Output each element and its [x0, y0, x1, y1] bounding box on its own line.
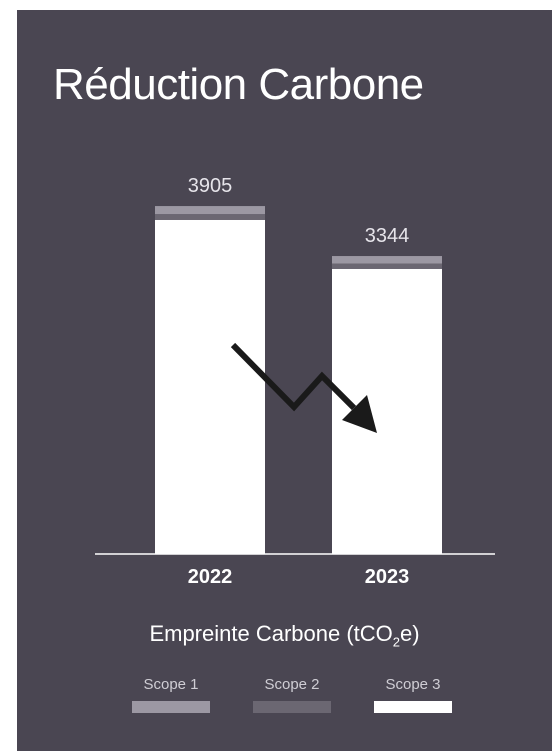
category-label-2022: 2022: [188, 566, 233, 588]
legend-title-end: e): [400, 621, 420, 646]
legend-item-scope1: Scope 1: [131, 676, 211, 713]
arrowhead-icon: [342, 395, 377, 433]
trend-arrow-icon: [230, 342, 357, 412]
labels-group: 3905 2022 3344 2023: [188, 175, 410, 588]
bar-chart: 3905 2022 3344 2023: [95, 175, 495, 588]
category-label-2023: 2023: [365, 566, 410, 588]
bar-segment-scope1-2023: [332, 256, 442, 264]
total-label-2022: 3905: [188, 175, 233, 197]
legend-swatch-scope2: [253, 701, 331, 713]
legend-label-scope2: Scope 2: [264, 676, 320, 693]
bars-group: [155, 206, 442, 554]
bar-segment-scope1-2022: [155, 206, 265, 215]
legend-item-scope3: Scope 3: [373, 676, 453, 713]
legend-title-main: Empreinte Carbone (tCO: [149, 621, 393, 646]
legend-label-scope1: Scope 1: [143, 676, 199, 693]
bar-segment-scope3-2023: [332, 268, 442, 554]
bar-segment-scope2-2023: [332, 263, 442, 269]
legend-title-sub: 2: [392, 634, 400, 650]
chart-title: Réduction Carbone: [53, 60, 424, 109]
bar-segment-scope3-2022: [155, 219, 265, 554]
chart-card: Réduction Carbone 3905 2022 3344 2023 Empre…: [17, 10, 552, 751]
legend-title: Empreinte Carbone (tCO2e): [17, 621, 552, 649]
total-label-2023: 3344: [365, 225, 410, 247]
legend-label-scope3: Scope 3: [385, 676, 441, 693]
bar-segment-scope2-2022: [155, 214, 265, 220]
legend-swatch-scope1: [132, 701, 210, 713]
legend-swatch-scope3: [374, 701, 452, 713]
legend-item-scope2: Scope 2: [252, 676, 332, 713]
